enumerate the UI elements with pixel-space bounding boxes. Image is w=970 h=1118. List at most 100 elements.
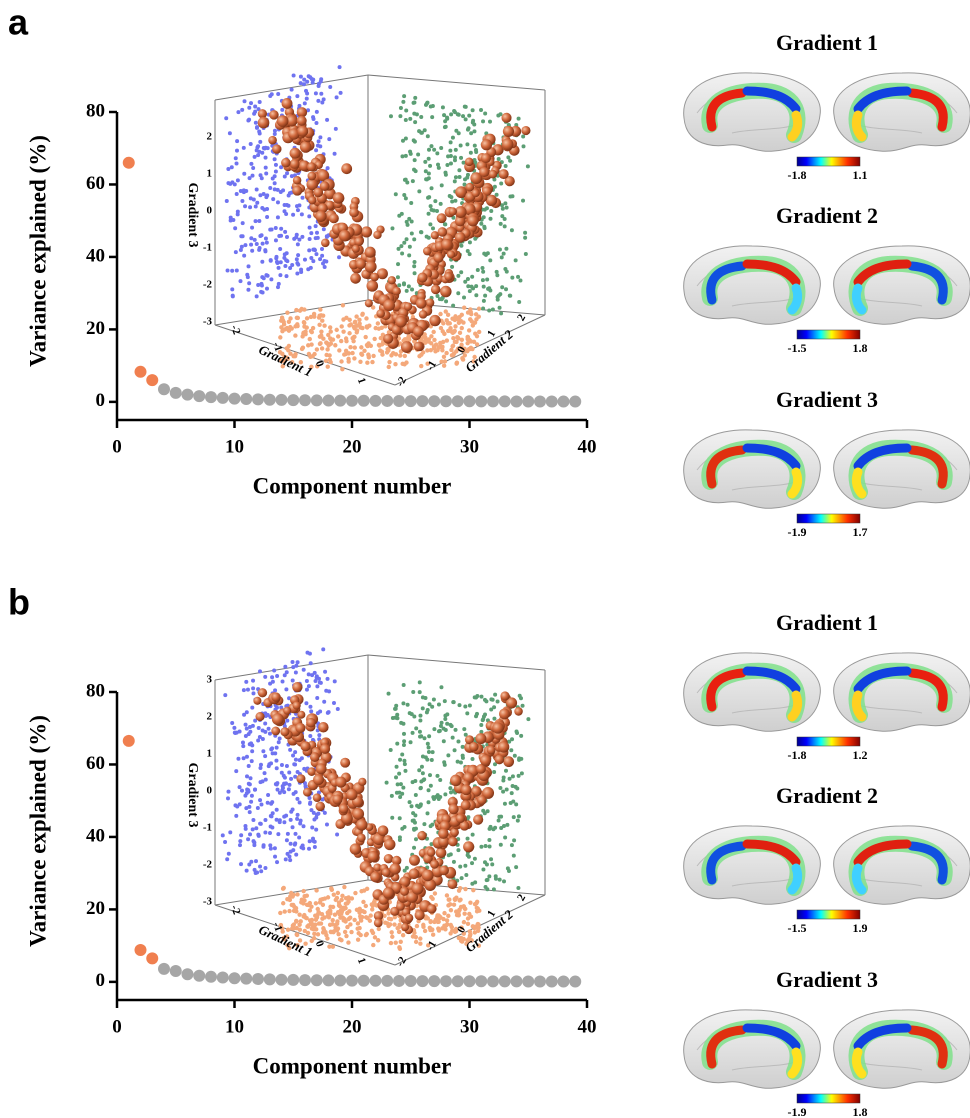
cloud-green bbox=[413, 120, 417, 124]
cloud-floor bbox=[462, 920, 466, 924]
cloud-orange bbox=[339, 804, 349, 814]
cloud-green bbox=[439, 202, 443, 206]
cloud-blue bbox=[242, 146, 246, 150]
cloud-floor bbox=[445, 338, 449, 342]
cloud-floor bbox=[365, 887, 369, 891]
cloud-blue bbox=[320, 100, 324, 104]
cloud-floor bbox=[469, 312, 473, 316]
cloud-green bbox=[474, 148, 478, 152]
cloud-blue bbox=[250, 749, 254, 753]
cloud-floor bbox=[392, 922, 396, 926]
cloud-blue bbox=[264, 273, 268, 277]
cloud-green bbox=[497, 157, 501, 161]
cloud-green bbox=[403, 762, 407, 766]
cloud-blue bbox=[254, 219, 258, 223]
cloud-green bbox=[413, 158, 417, 162]
cloud-green bbox=[418, 714, 422, 718]
cloud-orange bbox=[292, 682, 302, 692]
cloud-orange bbox=[368, 851, 379, 862]
cloud-blue bbox=[244, 734, 248, 738]
point bbox=[311, 394, 323, 406]
cloud-floor bbox=[463, 887, 467, 891]
cloud-blue bbox=[254, 871, 258, 875]
cloud-green bbox=[439, 724, 443, 728]
cloud-green bbox=[503, 224, 507, 228]
cloud-floor bbox=[282, 320, 286, 324]
y-tick-label: 0 bbox=[96, 390, 106, 411]
cloud-blue bbox=[261, 291, 265, 295]
cloud-blue bbox=[264, 156, 268, 160]
cloud-blue bbox=[244, 827, 248, 831]
cloud-blue bbox=[241, 744, 245, 748]
cloud-orange bbox=[481, 153, 491, 163]
cloud-orange bbox=[378, 825, 389, 836]
cloud-blue bbox=[282, 782, 286, 786]
cloud-green bbox=[423, 736, 427, 740]
cloud-floor bbox=[391, 351, 395, 355]
cloud-green bbox=[512, 854, 516, 858]
cloud-floor bbox=[305, 316, 309, 320]
cloud-floor bbox=[338, 904, 342, 908]
cloud-blue bbox=[295, 797, 299, 801]
cloud-blue bbox=[258, 669, 262, 673]
cloud-orange bbox=[383, 299, 395, 311]
cloud-orange bbox=[486, 195, 497, 206]
cloud-blue bbox=[258, 131, 262, 135]
cloud-floor bbox=[393, 362, 397, 366]
point bbox=[252, 393, 264, 405]
cloud-green bbox=[426, 800, 430, 804]
cloud-blue bbox=[283, 230, 287, 234]
cloud-blue bbox=[317, 139, 321, 143]
cloud-blue bbox=[273, 181, 277, 185]
point bbox=[323, 395, 335, 407]
cloud-green bbox=[436, 793, 440, 797]
cloud-floor bbox=[347, 331, 351, 335]
cloud-blue bbox=[278, 791, 282, 795]
cloud-green bbox=[397, 214, 401, 218]
cloud-green bbox=[412, 846, 416, 850]
cloud-green bbox=[427, 172, 431, 176]
point bbox=[264, 394, 276, 406]
cloud-blue bbox=[250, 759, 254, 763]
cloud-floor bbox=[351, 339, 355, 343]
cloud-floor bbox=[385, 350, 389, 354]
cloud-green bbox=[501, 778, 505, 782]
cloud-floor bbox=[390, 935, 394, 939]
cloud-blue bbox=[280, 763, 284, 767]
cloud-floor bbox=[318, 307, 322, 311]
cloud-green bbox=[469, 151, 473, 155]
cloud-floor bbox=[442, 911, 446, 915]
cloud-floor bbox=[303, 331, 307, 335]
cloud-blue bbox=[278, 247, 282, 251]
cloud-floor bbox=[389, 941, 393, 945]
cloud-floor bbox=[308, 337, 312, 341]
cloud-blue bbox=[303, 101, 307, 105]
cloud-floor bbox=[403, 354, 407, 358]
cloud-orange bbox=[295, 723, 305, 733]
cloud-blue bbox=[247, 805, 251, 809]
cloud-orange bbox=[282, 98, 293, 109]
colorbar-max: 1.8 bbox=[853, 341, 868, 355]
cloud-orange bbox=[313, 774, 324, 785]
cloud-blue bbox=[325, 234, 329, 238]
cloud-blue bbox=[284, 814, 288, 818]
cloud-green bbox=[435, 774, 439, 778]
cloud-green bbox=[492, 705, 496, 709]
cloud-green bbox=[463, 280, 467, 284]
colorbar bbox=[797, 737, 860, 746]
inset-x-tick-label: 1 bbox=[355, 956, 368, 965]
cloud-green bbox=[431, 750, 435, 754]
cloud-green bbox=[510, 276, 514, 280]
cloud-orange bbox=[376, 309, 385, 318]
cloud-green bbox=[456, 740, 460, 744]
cloud-orange bbox=[356, 259, 366, 269]
cloud-green bbox=[425, 710, 429, 714]
point bbox=[358, 395, 370, 407]
cloud-blue bbox=[240, 789, 244, 793]
cloud-green bbox=[463, 177, 467, 181]
cloud-blue bbox=[267, 727, 271, 731]
cloud-green bbox=[426, 811, 430, 815]
cloud-blue bbox=[298, 801, 302, 805]
point bbox=[299, 974, 311, 986]
cloud-floor bbox=[326, 365, 330, 369]
